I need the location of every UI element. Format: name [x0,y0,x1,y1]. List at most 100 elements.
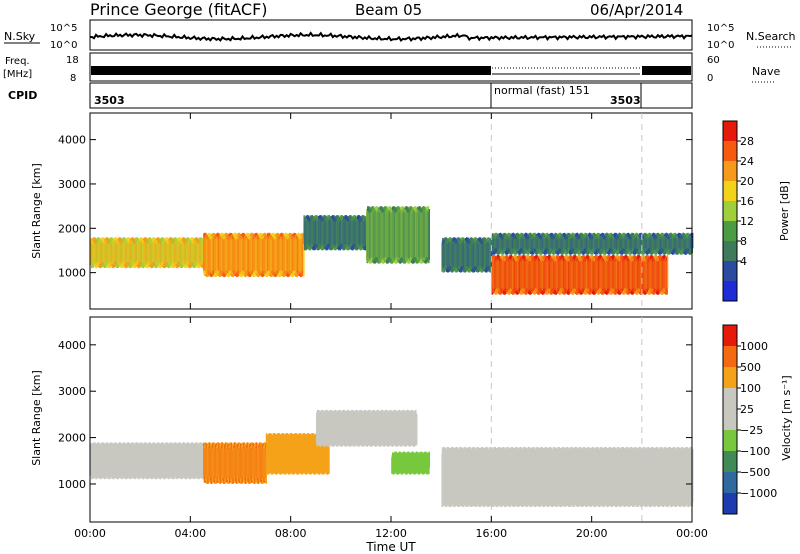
y-tick-label: 1000 [58,478,86,491]
colorbar-tick-label: 4 [740,255,747,268]
cpid-segment-3: 3503 [610,94,641,107]
velocity-panel: Slant Range [km] 4000 3000 2000 1000 1000 50… [30,316,793,523]
colorbar-segment [723,409,737,431]
colorbar-tick-label: 12 [740,215,754,228]
x-tick-label: 08:00 [275,527,307,540]
colorbar-segment [723,141,737,162]
x-tick-label: 20:00 [576,527,608,540]
y-tick-label: 4000 [58,134,86,147]
colorbar-segment [723,181,737,202]
velocity-ylabel: Slant Range [km] [30,370,43,466]
x-tick-label: 04:00 [174,527,206,540]
colorbar-segment [723,430,737,452]
data-cell [691,449,694,503]
colorbar-segment [723,472,737,494]
freq-left-tick-bottom: 8 [70,73,76,84]
noise-right-tick-top: 10^5 [707,23,734,34]
colorbar-tick-label: 500 [740,361,761,374]
colorbar-segment [723,201,737,222]
x-axis-label: Time UT [365,540,416,554]
x-tick-label: 00:00 [74,527,106,540]
y-tick-label: 2000 [58,222,86,235]
colorbar-tick-label: 8 [740,235,747,248]
colorbar-tick-label: −25 [740,424,763,437]
colorbar-segment [723,493,737,515]
colorbar-tick-label: 28 [740,135,754,148]
velocity-data [90,409,694,508]
mode-change-lines [490,113,643,522]
colorbar-segment [723,325,737,347]
data-cell [428,209,430,260]
noise-left-tick-top: 10^5 [50,23,77,34]
colorbar-tick-label: 20 [740,175,754,188]
y-tick-label: 1000 [58,267,86,280]
power-yticks: 4000 3000 2000 1000 [58,134,692,280]
station-title: Prince George (fitACF) [90,0,268,19]
date-label: 06/Apr/2014 [590,1,683,19]
noise-left-tick-bottom: 10^0 [50,40,77,51]
colorbar-tick-label: −100 [740,445,770,458]
colorbar-segment [723,221,737,242]
velocity-yticks: 4000 3000 2000 1000 [58,339,692,491]
freq-left-label-1: Freq. [5,56,30,67]
colorbar-tick-label: 1000 [740,340,768,353]
freq-bar-left [91,66,491,75]
y-tick-label: 3000 [58,385,86,398]
frequency-panel: Freq. [MHz] 18 8 60 0 Nave [3,52,780,84]
noise-trace [90,31,693,43]
velocity-colorbar: 1000 500 100 25 −25 −100 −500 −1000 [722,324,777,515]
freq-right-tick-top: 60 [707,55,720,66]
power-data [90,206,694,295]
x-tick-label: 16:00 [475,527,507,540]
cpid-segment-2: normal (fast) 151 [494,84,590,97]
cpid-panel: CPID 3503 normal (fast) 151 3503 [8,82,693,109]
cpid-segment-1: 3503 [94,94,125,107]
x-axis-ticks: 00:00 04:00 08:00 12:00 16:00 20:00 00:00 [74,113,708,540]
power-colorbar-label: Power [dB] [778,181,791,241]
colorbar-frame [722,324,738,515]
colorbar-segment [723,388,737,410]
freq-left-tick-top: 18 [66,55,79,66]
colorbar-segment [723,367,737,389]
cpid-label: CPID [8,89,37,102]
colorbar-segment [723,241,737,262]
data-cell [415,414,418,445]
data-cell [303,238,305,277]
colorbar-frame [722,120,738,302]
data-cell [691,232,694,249]
beam-label: Beam 05 [355,1,422,19]
velocity-colorbar-label: Velocity [m s⁻¹] [780,375,793,460]
y-tick-label: 4000 [58,339,86,352]
colorbar-tick-label: 25 [740,403,754,416]
noise-right-label: N.Search [746,30,796,43]
nave-label: Nave [752,65,780,78]
colorbar-segment [723,161,737,182]
noise-left-label: N.Sky [4,30,36,43]
data-cell [428,451,430,468]
colorbar-segment [723,346,737,368]
y-tick-label: 3000 [58,178,86,191]
x-tick-label: 12:00 [375,527,407,540]
colorbar-tick-label: 100 [740,382,761,395]
colorbar-tick-label: −500 [740,466,770,479]
power-ylabel: Slant Range [km] [30,163,43,259]
colorbar-segment [723,451,737,473]
colorbar-segment [723,261,737,282]
colorbar-tick-label: 24 [740,155,754,168]
colorbar-tick-label: 16 [740,195,754,208]
power-panel: Slant Range [km] 4000 3000 2000 1000 28 24 20… [30,112,791,310]
freq-left-label-2: [MHz] [3,69,32,80]
y-tick-label: 2000 [58,432,86,445]
power-colorbar: 28 24 20 16 12 8 4 [722,120,754,302]
colorbar-segment [723,121,737,142]
freq-bar-right [642,66,691,75]
colorbar-segment [723,281,737,302]
noise-panel: N.Sky 10^5 10^0 10^5 10^0 N.Search [4,19,796,51]
data-cell [328,439,330,474]
colorbar-tick-label: −1000 [740,487,777,500]
data-cell [666,255,669,289]
noise-right-tick-bottom: 10^0 [707,40,734,51]
freq-right-tick-bottom: 0 [707,73,713,84]
x-tick-label: 00:00 [676,527,708,540]
